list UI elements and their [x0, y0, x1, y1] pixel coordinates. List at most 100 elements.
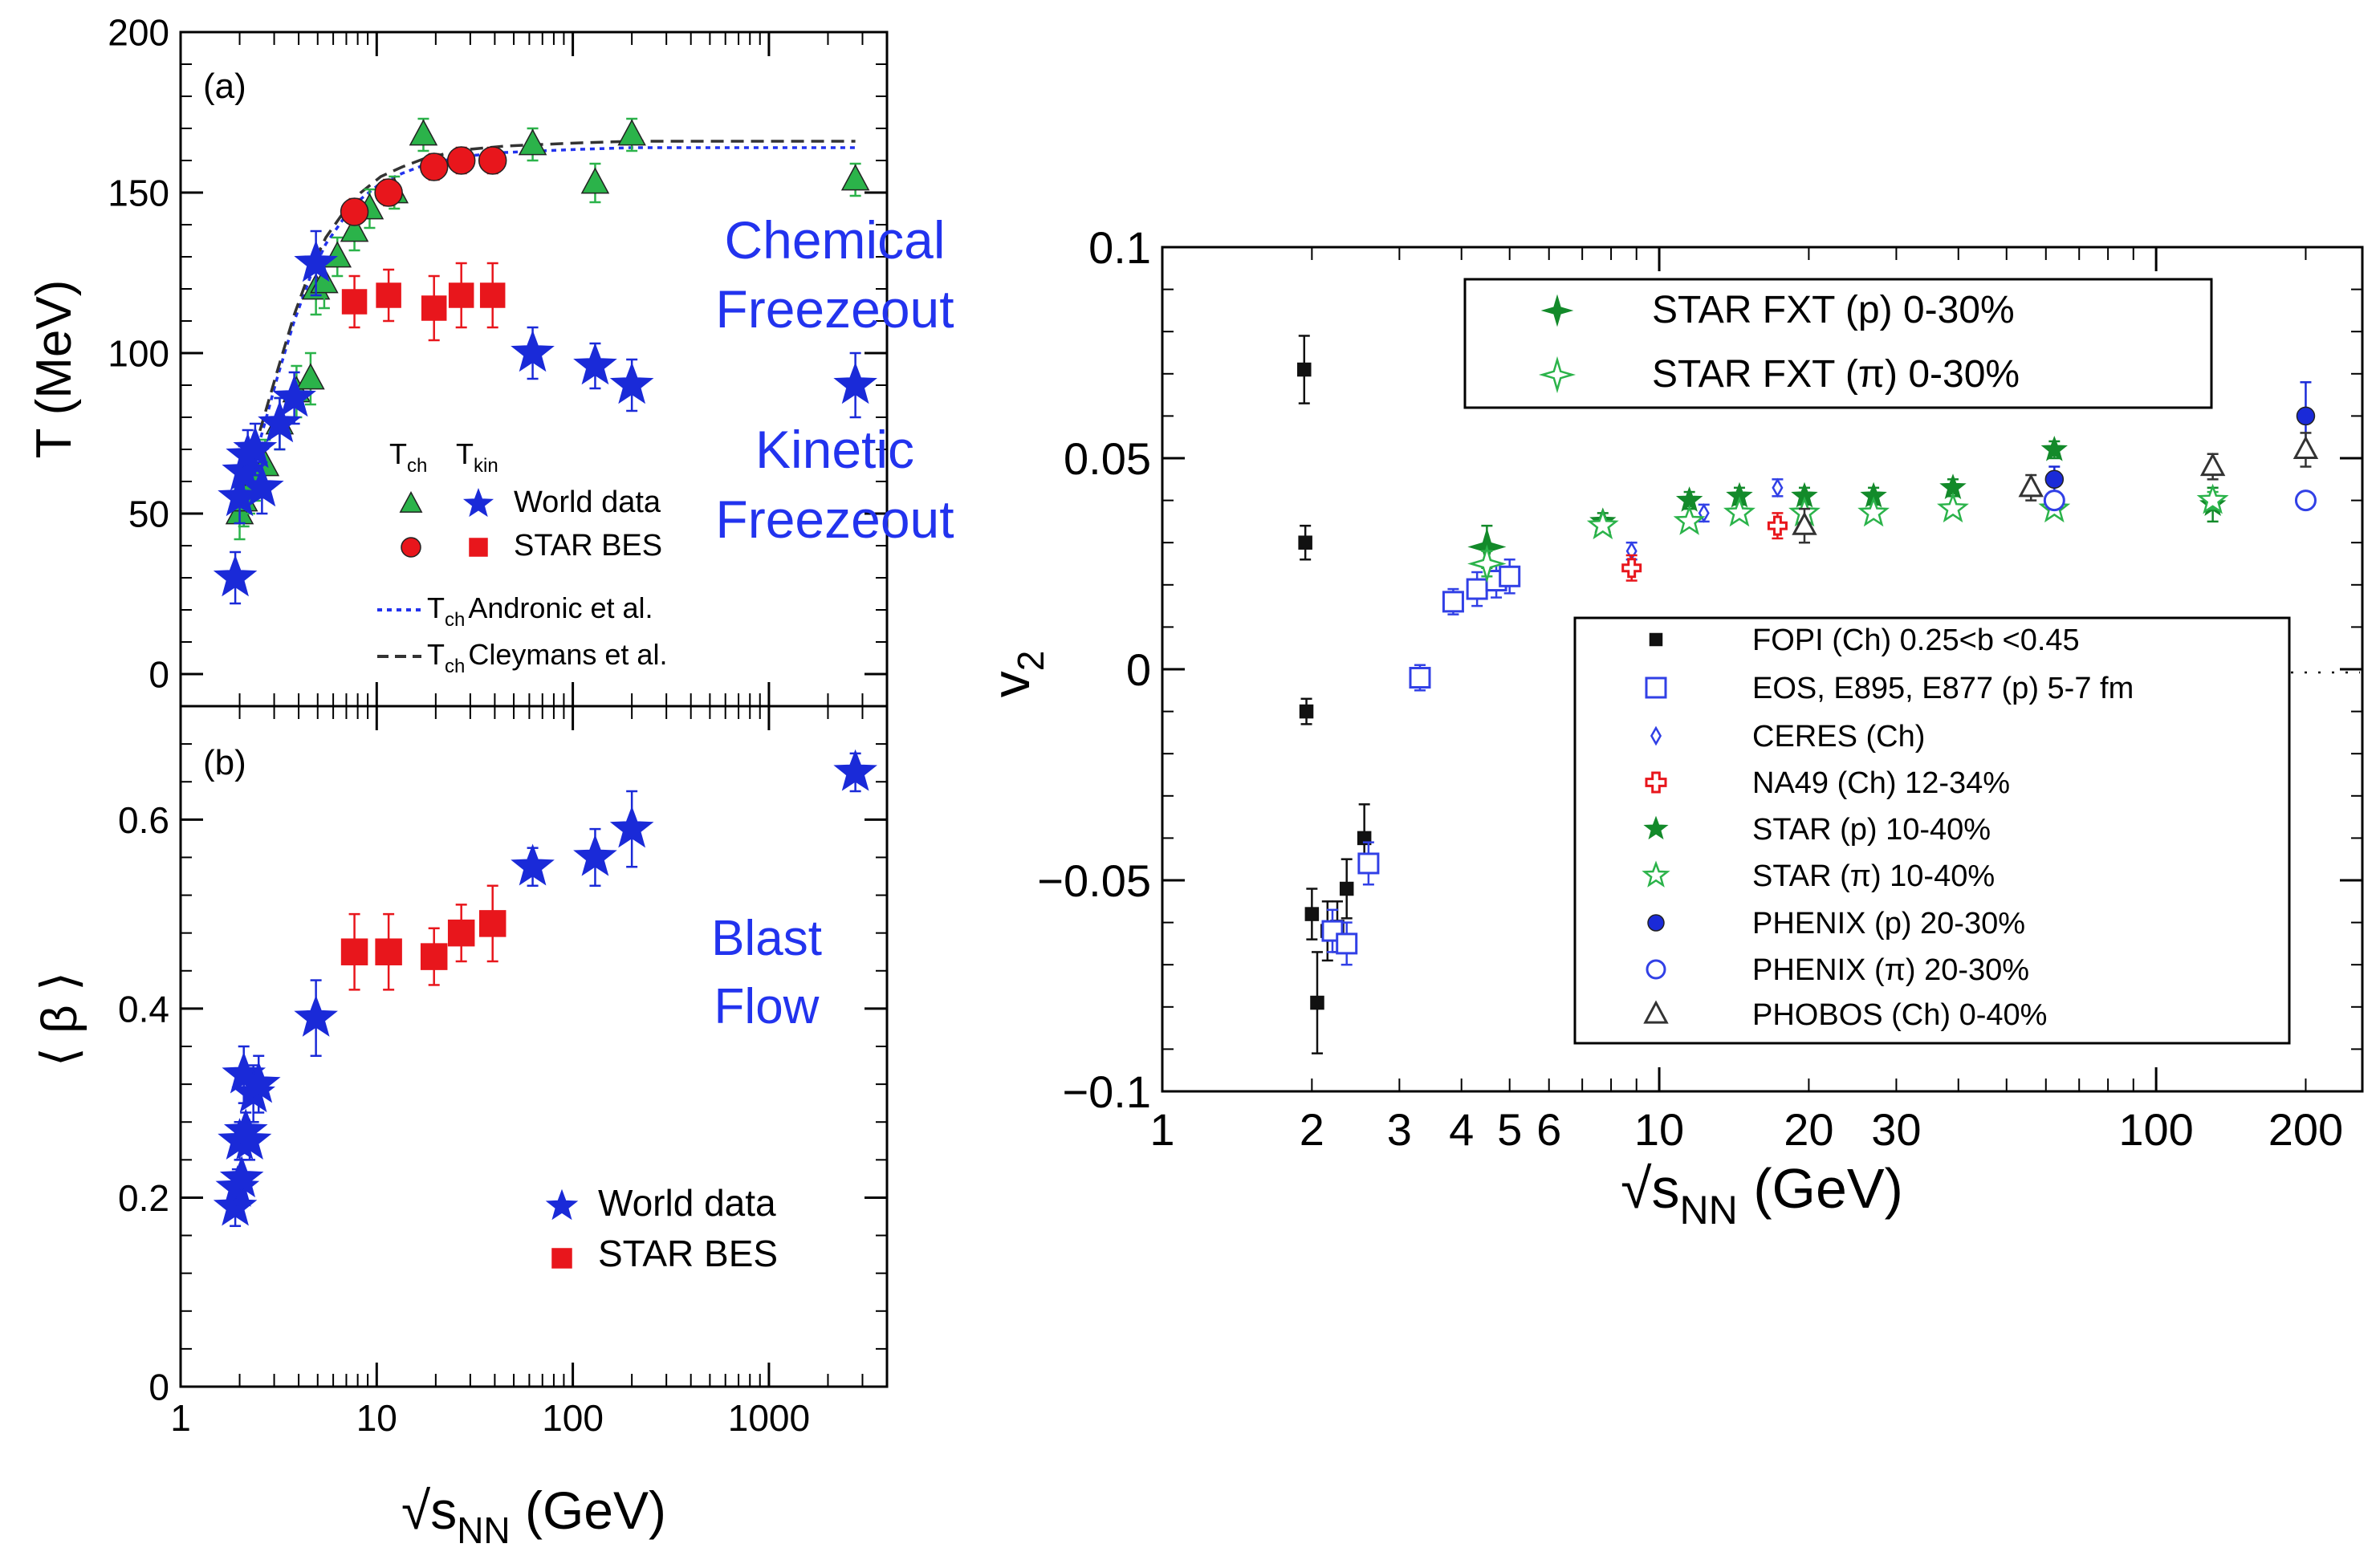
- data-point: [419, 152, 449, 181]
- data-point: [1857, 496, 1890, 527]
- data-point: [213, 1184, 258, 1226]
- data-point: [617, 119, 646, 146]
- data-point: [2199, 452, 2226, 477]
- data-point: [448, 282, 474, 308]
- y-tick-label: 0: [148, 654, 169, 696]
- data-point: [2044, 469, 2065, 490]
- legend-fxt-pi-marker: [1538, 355, 1576, 394]
- data-point: [573, 834, 617, 876]
- data-point: [340, 215, 369, 242]
- data-point: [1698, 503, 1710, 523]
- y-tick-label: 0: [148, 1367, 169, 1408]
- data-point: [609, 362, 654, 404]
- data-point: [2294, 490, 2317, 512]
- y-tick-label: 50: [128, 494, 169, 535]
- panel-a-temperature: 0 50 100 150 200 (a) T (MeV) Chemical Freeze…: [26, 12, 954, 708]
- data-point: [840, 164, 870, 191]
- series-phenix-p: [2044, 381, 2316, 494]
- chemical-label-2: Freezeout: [715, 279, 954, 339]
- panel-c-v2: −0.1 −0.05 0 0.05 0.1 1 2 3 4 5 6 10 20 30 100 200 v2 √…: [981, 222, 2364, 1233]
- legend-fopi-marker-shape: [1649, 632, 1663, 647]
- panel-c-xlabel: √sNN (GeV): [1621, 1157, 1903, 1233]
- series-ceres-ch: [1625, 477, 1784, 562]
- data-point: [1467, 544, 1507, 583]
- series-tkin-star-bes: [341, 262, 506, 342]
- data-point: [609, 806, 654, 848]
- blast-label-1: Blast: [711, 911, 822, 966]
- legend-na49-marker-shape: [1645, 771, 1667, 794]
- data-point: [511, 843, 555, 886]
- legend-fxt-p-marker: [1540, 294, 1574, 327]
- x-tick-label: 20: [1784, 1104, 1833, 1155]
- panel-b-xlabel: √sNN (GeV): [401, 1481, 666, 1551]
- legend-marker-tch-world: [399, 491, 423, 513]
- panel-b-legend: World data STAR BES: [545, 1182, 778, 1274]
- data-point: [446, 146, 476, 175]
- data-point: [233, 426, 278, 469]
- data-point: [1357, 852, 1380, 875]
- data-point: [1792, 511, 1817, 535]
- legend-star-pi: STAR (π) 10-40%: [1752, 859, 1995, 893]
- panel-a-legend: Tch Tkin World data STAR BES Tch Andronic…: [377, 437, 667, 677]
- legend-main-box: [1573, 616, 2291, 1045]
- data-point: [374, 178, 403, 207]
- legend-phenix-pi: PHENIX (π) 20-30%: [1752, 953, 2029, 987]
- series-na49-ch: [1621, 512, 1788, 582]
- data-point: [1310, 995, 1324, 1010]
- data-point: [478, 910, 507, 937]
- data-point: [310, 266, 339, 294]
- data-point: [227, 1118, 272, 1160]
- legend-marker-tch-star-shape: [401, 537, 421, 558]
- y-tick-label: 150: [108, 173, 169, 214]
- data-point: [258, 400, 302, 443]
- x-tick-label: 100: [2118, 1104, 2193, 1155]
- data-point: [1621, 558, 1642, 579]
- data-point: [421, 295, 447, 321]
- panel-a-label: (a): [203, 67, 246, 106]
- y-tick-label: 0.2: [118, 1177, 169, 1219]
- data-point: [573, 343, 617, 385]
- panel-c-ylabel: v2: [981, 651, 1052, 698]
- legend-eos: EOS, E895, E877 (p) 5-7 fm: [1752, 672, 2134, 705]
- series-star-bes: [340, 884, 507, 991]
- legend-ceres-marker-shape: [1650, 725, 1662, 746]
- data-point: [833, 362, 877, 404]
- legend-fopi-marker: [1649, 632, 1663, 647]
- legend-marker-tkin-world-shape: [462, 487, 494, 518]
- series-phenix: [2043, 490, 2317, 512]
- data-point: [213, 555, 258, 597]
- legend-phenix-p: PHENIX (p) 20-30%: [1752, 907, 2025, 940]
- data-point: [240, 465, 284, 507]
- data-point: [1772, 477, 1784, 498]
- legend-na49: NA49 (Ch) 12-34%: [1752, 766, 2010, 800]
- data-point: [294, 240, 338, 282]
- series-star-fxt-0-30: [1467, 544, 1507, 583]
- legend-star-pi-marker: [1642, 860, 1670, 888]
- y-tick-label: 0: [1126, 644, 1151, 695]
- legend-star-p-marker: [1643, 815, 1669, 840]
- panel-c-frame: [1161, 246, 2364, 1093]
- legend-phenix-p-marker-shape: [1647, 914, 1665, 932]
- data-point: [1586, 509, 1619, 540]
- legend-ceres: CERES (Ch): [1752, 720, 1925, 754]
- legend-b-marker-star-shape: [551, 1248, 572, 1269]
- curve-andronic-et-al-: [234, 146, 856, 521]
- data-point: [1297, 362, 1312, 377]
- legend-b-world: World data: [598, 1182, 776, 1224]
- data-point: [409, 119, 438, 146]
- data-point: [580, 167, 610, 194]
- legend-marker-tch-star: [401, 537, 421, 558]
- x-tick-label: 6: [1536, 1104, 1561, 1155]
- panel-c-legend-fxt: STAR FXT (p) 0-30% STAR FXT (π) 0-30%: [1463, 278, 2213, 409]
- data-point: [479, 282, 506, 308]
- x-tick-label: 5: [1497, 1104, 1522, 1155]
- legend-fxt-p: STAR FXT (p) 0-30%: [1652, 289, 2015, 331]
- legend-phenix-pi-marker-shape: [1646, 959, 1666, 980]
- x-tick-label: 2: [1300, 1104, 1324, 1155]
- y-tick-label: −0.1: [1062, 1066, 1151, 1117]
- data-point: [1937, 492, 1969, 523]
- series-eos-e895-e877-p: [1321, 558, 1521, 966]
- data-point: [2196, 483, 2229, 514]
- legend-fxt-p-marker-shape: [1540, 294, 1574, 327]
- x-tick-label: 200: [2268, 1104, 2343, 1155]
